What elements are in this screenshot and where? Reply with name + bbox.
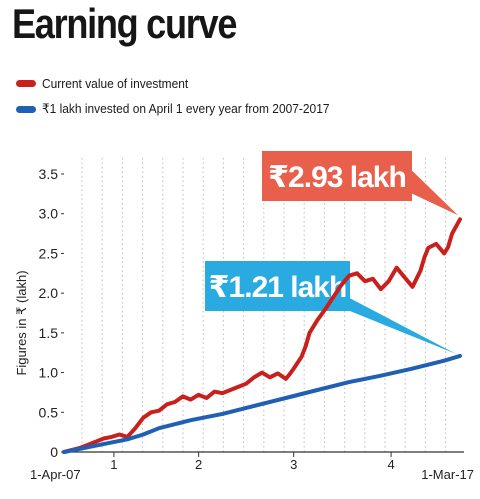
y-tick-label: 3.5 [39, 166, 59, 182]
callout-box [262, 151, 412, 201]
y-tick-label: 2.0 [39, 285, 59, 301]
legend-label: ₹1 lakh invested on April 1 every year f… [42, 101, 330, 116]
y-tick-label: 0.5 [39, 404, 59, 420]
series-line-current-value [62, 217, 462, 454]
callouts: ₹2.93 lakh ₹1.21 lakh [205, 151, 458, 354]
y-tick-label: 1.0 [39, 365, 59, 381]
legend: Current value of investment ₹1 lakh inve… [16, 72, 355, 124]
legend-label: Current value of investment [42, 75, 189, 91]
x-tick-label: 2 [195, 457, 202, 472]
callout-box [205, 261, 350, 311]
x-tick-label: 1 [110, 457, 117, 472]
legend-item-current-value: Current value of investment [16, 72, 355, 94]
y-tick-label: 1.5 [39, 325, 59, 341]
callout-pointer [340, 293, 456, 354]
x-tick-label: 4 [387, 457, 394, 472]
legend-swatch-red [16, 79, 36, 87]
callout-value: ₹1.21 lakh [209, 271, 347, 304]
x-start-label: 1-Apr-07 [30, 467, 81, 482]
y-tick-label: 2.5 [39, 245, 59, 261]
callout-value: ₹2.93 lakh [268, 161, 406, 194]
legend-item-invested: ₹1 lakh invested on April 1 every year f… [16, 98, 355, 120]
series-lines [62, 217, 462, 454]
series-line-invested [62, 353, 462, 454]
callout-pointer [398, 157, 458, 216]
axes [61, 173, 464, 457]
x-tick-label: 3 [290, 457, 297, 472]
y-tick-label: 0 [50, 444, 58, 460]
x-end-label: 1-Mar-17 [421, 467, 474, 482]
legend-swatch-blue [16, 105, 36, 113]
y-axis-label: Figures in ₹ (lakh) [14, 270, 29, 375]
y-tick-label: 3.0 [39, 206, 59, 222]
chart-title: Earning curve [12, 0, 237, 47]
axis-labels: 0 0.5 1.0 1.5 2.0 2.5 3.0 3.5 1 2 3 4 1-Apr-07 1-Mar-… [14, 166, 474, 482]
